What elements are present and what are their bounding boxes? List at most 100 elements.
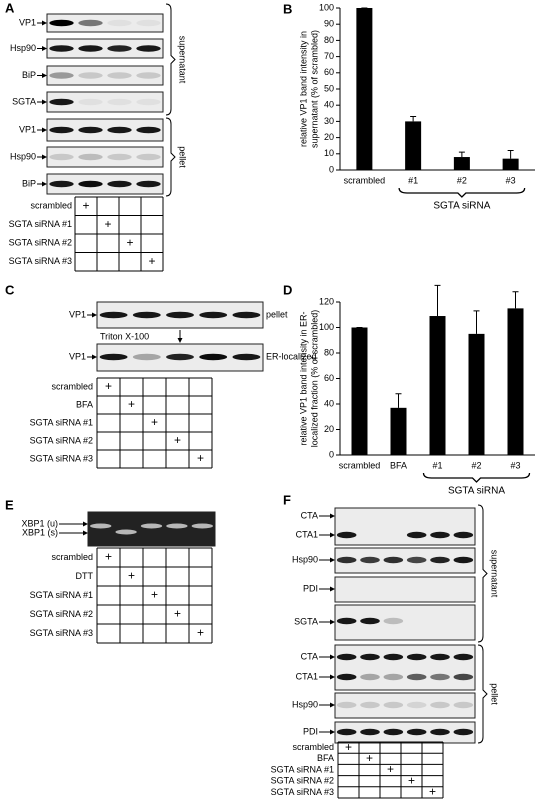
cell-mark: + — [126, 235, 133, 249]
band — [336, 617, 357, 625]
row-label: scrambled — [292, 742, 334, 752]
panel-label: A — [5, 0, 15, 15]
blot-label: VP1 — [19, 17, 36, 27]
blot-label: Hsp90 — [10, 151, 36, 161]
cell-mark: + — [105, 379, 112, 393]
cell-mark: + — [104, 217, 111, 231]
band — [232, 311, 261, 319]
band — [383, 653, 404, 661]
band — [406, 673, 427, 681]
blot-label: Hsp90 — [292, 554, 318, 564]
band — [49, 45, 74, 52]
band — [453, 728, 474, 736]
band — [136, 153, 161, 161]
y-tick-label: 80 — [324, 35, 334, 45]
band — [336, 728, 357, 736]
blot-strip — [334, 721, 476, 744]
band — [406, 556, 427, 564]
blot-label: CTA1 — [296, 671, 318, 681]
bar — [453, 157, 470, 170]
arrow-head — [42, 20, 47, 26]
arrow-head — [330, 702, 335, 708]
band — [90, 523, 112, 529]
band — [453, 531, 474, 539]
band — [430, 701, 450, 709]
band — [132, 311, 161, 319]
band — [430, 653, 450, 661]
panel-label: C — [5, 282, 15, 297]
band — [383, 728, 404, 736]
bar — [390, 407, 407, 455]
row-label: BFA — [76, 399, 93, 409]
x-tick-label: scrambled — [344, 175, 386, 185]
x-tick-label: #2 — [471, 460, 481, 470]
band — [406, 728, 427, 736]
y-tick-label: 0 — [329, 164, 334, 174]
cell-mark: + — [82, 198, 89, 212]
band — [136, 19, 161, 27]
panel-label: E — [5, 497, 14, 512]
bar — [502, 158, 519, 170]
arrow-head — [83, 530, 88, 536]
band — [136, 45, 161, 52]
band — [430, 556, 450, 564]
y-tick-label: 50 — [324, 83, 334, 93]
band — [49, 153, 74, 161]
bracket — [165, 3, 176, 116]
bar — [468, 333, 485, 455]
row-label: SGTA siRNA #2 — [9, 238, 72, 248]
band — [99, 353, 128, 361]
y-tick-label: 90 — [324, 19, 334, 29]
row-label: SGTA siRNA #2 — [271, 776, 334, 786]
cell-mark: + — [174, 607, 181, 621]
blot-label: XBP1 (u) — [21, 518, 58, 528]
band — [430, 728, 450, 736]
group-label: SGTA siRNA — [433, 201, 490, 212]
bar — [356, 8, 373, 170]
arrow-head — [330, 557, 335, 563]
cell-mark: + — [366, 751, 373, 765]
y-tick-label: 0 — [329, 449, 334, 459]
cell-mark: + — [128, 397, 135, 411]
band — [136, 72, 161, 79]
x-tick-label: scrambled — [339, 460, 381, 470]
band — [406, 701, 427, 709]
arrow-head — [330, 513, 335, 519]
y-tick-label: 40 — [324, 100, 334, 110]
error-bar — [512, 291, 519, 309]
error-bar — [458, 151, 465, 158]
band — [49, 180, 74, 188]
cell-mark: + — [408, 773, 415, 787]
bracket — [477, 644, 488, 744]
cell-mark: + — [151, 588, 158, 602]
y-axis-label: localized fraction (% of scrambled) — [309, 310, 319, 448]
arrow-head — [83, 521, 88, 527]
row-label: scrambled — [51, 552, 93, 562]
band — [360, 653, 380, 661]
arrow-head — [330, 586, 335, 592]
y-tick-label: 120 — [319, 296, 334, 306]
cell-mark: + — [197, 626, 204, 640]
fraction-label: pellet — [266, 309, 288, 319]
y-tick-label: 70 — [324, 51, 334, 61]
band — [166, 523, 188, 529]
blot-label: BiP — [22, 70, 36, 80]
bar — [507, 308, 524, 455]
band — [336, 673, 357, 681]
x-tick-label: BFA — [390, 460, 407, 470]
arrow-head — [92, 312, 97, 318]
arrow-head — [92, 354, 97, 360]
fraction-label: pellet — [490, 683, 500, 705]
cell-mark: + — [105, 550, 112, 564]
y-axis-label: supernatant (% of scrambled) — [309, 30, 319, 148]
band — [49, 19, 74, 27]
y-tick-label: 100 — [319, 322, 334, 332]
error-bar — [395, 393, 402, 408]
band — [336, 531, 357, 539]
arrow-head — [42, 154, 47, 160]
band — [78, 98, 103, 106]
row-label: scrambled — [51, 381, 93, 391]
band — [49, 72, 74, 79]
band — [132, 353, 161, 361]
cell-mark: + — [429, 785, 436, 799]
